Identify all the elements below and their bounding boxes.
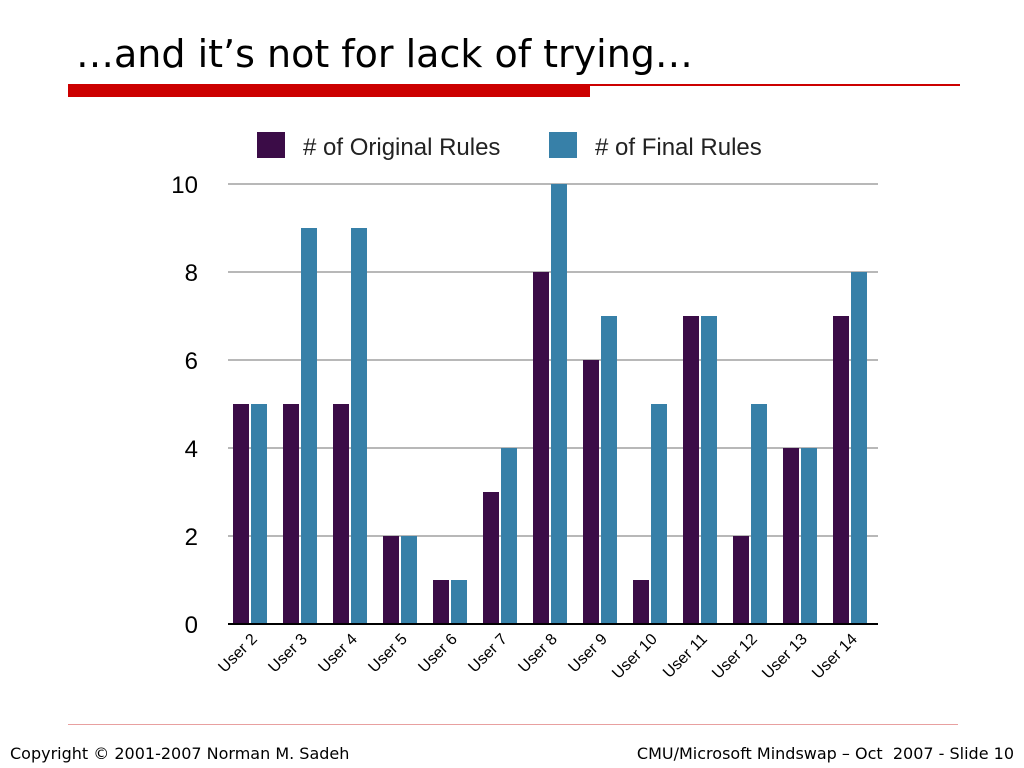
chart-legend: # of Original Rules # of Final Rules bbox=[257, 132, 762, 161]
x-category-label: User 10 bbox=[609, 631, 661, 683]
bar-original-rules-user-11 bbox=[683, 316, 699, 624]
x-category-label: User 12 bbox=[709, 631, 761, 683]
y-tick-label: 4 bbox=[185, 436, 198, 463]
bar-final-rules-user-4 bbox=[351, 228, 367, 624]
x-axis-categories: User 2 User 3 User 4 User 5 User 6 User 7 User… bbox=[215, 631, 860, 683]
y-tick-label: 2 bbox=[185, 524, 198, 551]
bar-final-rules-user-12 bbox=[751, 404, 767, 624]
x-category-label: User 4 bbox=[315, 631, 360, 676]
bar-original-rules-user-12 bbox=[733, 536, 749, 624]
bar-final-rules-user-7 bbox=[501, 448, 517, 624]
x-category-label: User 11 bbox=[660, 631, 711, 682]
bar-final-rules-user-14 bbox=[851, 272, 867, 624]
legend-swatch bbox=[257, 132, 285, 158]
slide-title: …and it’s not for lack of trying… bbox=[76, 32, 693, 76]
bar-final-rules-user-9 bbox=[601, 316, 617, 624]
x-category-label: User 9 bbox=[565, 631, 610, 676]
x-category-label: User 14 bbox=[809, 631, 861, 683]
bar-original-rules-user-9 bbox=[583, 360, 599, 624]
x-category-label: User 8 bbox=[515, 631, 560, 676]
bar-original-rules-user-6 bbox=[433, 580, 449, 624]
bar-final-rules-user-3 bbox=[301, 228, 317, 624]
x-category-label: User 2 bbox=[215, 631, 260, 676]
legend-label: # of Final Rules bbox=[595, 134, 762, 161]
bar-original-rules-user-4 bbox=[333, 404, 349, 624]
bar-final-rules-user-6 bbox=[451, 580, 467, 624]
y-tick-label: 6 bbox=[185, 348, 198, 375]
x-category-label: User 7 bbox=[465, 631, 510, 676]
bar-original-rules-user-3 bbox=[283, 404, 299, 624]
y-tick-label: 8 bbox=[185, 260, 198, 287]
footer-rule bbox=[68, 724, 958, 725]
bar-final-rules-user-10 bbox=[651, 404, 667, 624]
bar-original-rules-user-14 bbox=[833, 316, 849, 624]
footer-copyright: Copyright © 2001-2007 Norman M. Sadeh bbox=[10, 744, 350, 763]
bar-final-rules-user-8 bbox=[551, 184, 567, 624]
footer-slide-info: CMU/Microsoft Mindswap – Oct 2007 - Slid… bbox=[636, 744, 1014, 763]
x-category-label: User 3 bbox=[265, 631, 310, 676]
title-accent-bar bbox=[68, 85, 590, 97]
bar-final-rules-user-13 bbox=[801, 448, 817, 624]
y-tick-label: 10 bbox=[171, 172, 198, 199]
bar-final-rules-user-11 bbox=[701, 316, 717, 624]
y-tick-label: 0 bbox=[185, 612, 198, 639]
bar-final-rules-user-5 bbox=[401, 536, 417, 624]
x-category-label: User 13 bbox=[759, 631, 811, 683]
legend-label: # of Original Rules bbox=[303, 134, 500, 161]
bar-original-rules-user-13 bbox=[783, 448, 799, 624]
bar-original-rules-user-7 bbox=[483, 492, 499, 624]
bar-original-rules-user-2 bbox=[233, 404, 249, 624]
y-axis-ticks: 0 2 4 6 8 10 bbox=[171, 172, 198, 639]
x-category-label: User 5 bbox=[365, 631, 410, 676]
legend-swatch bbox=[549, 132, 577, 158]
bar-original-rules-user-5 bbox=[383, 536, 399, 624]
bar-final-rules-user-2 bbox=[251, 404, 267, 624]
chart-bars bbox=[233, 184, 867, 624]
bar-original-rules-user-10 bbox=[633, 580, 649, 624]
bar-original-rules-user-8 bbox=[533, 272, 549, 624]
x-category-label: User 6 bbox=[415, 631, 460, 676]
